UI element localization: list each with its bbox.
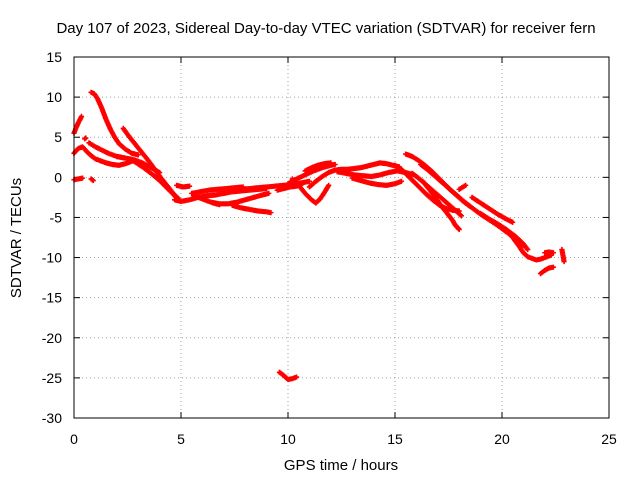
data-point: [328, 160, 334, 166]
series-arc-10: [171, 185, 270, 204]
series-arc-34: [542, 249, 556, 256]
x-tick-label: 20: [494, 431, 510, 447]
series-arc-20: [302, 160, 334, 174]
series-arc-5: [88, 89, 141, 158]
y-tick-label: -15: [42, 290, 62, 306]
grid-lines: [74, 57, 609, 418]
y-tick-label: -25: [42, 370, 62, 386]
series-arc-14: [229, 202, 274, 216]
series-arc-9: [174, 182, 193, 190]
plot-frame: [73, 56, 610, 419]
series-arc-2: [71, 144, 135, 168]
chart-title: Day 107 of 2023, Sidereal Day-to-day VTE…: [56, 20, 595, 37]
data-point: [525, 246, 531, 253]
data-point: [266, 190, 272, 196]
data-point: [326, 182, 332, 188]
data-point: [456, 226, 462, 233]
y-tick-label: 10: [46, 89, 62, 105]
data-points: [71, 89, 567, 383]
data-point: [458, 213, 464, 219]
series-arc-1: [71, 113, 85, 136]
series-arc-23: [349, 175, 405, 188]
x-tick-label: 15: [387, 431, 403, 447]
y-tick-label: 15: [46, 49, 62, 65]
y-tick-label: -10: [42, 250, 62, 266]
series-arc-19: [289, 176, 332, 206]
data-point: [293, 374, 300, 380]
y-tick-label: 0: [54, 169, 62, 185]
data-point: [561, 258, 567, 265]
x-tick-label: 0: [70, 431, 78, 447]
y-tick-label: -30: [42, 410, 62, 426]
series-arc-17: [276, 369, 300, 383]
series-arc-32: [503, 226, 554, 263]
data-point: [510, 219, 516, 225]
data-point: [135, 152, 141, 158]
series-arc-30: [469, 194, 516, 225]
data-point: [306, 178, 312, 184]
y-tick-label: -5: [50, 209, 63, 225]
series-arc-16: [274, 182, 304, 193]
axis-ticks: 0 5 10 15 20 25 15 10 5 0 -5 -10 -15 -20 -25 -30: [42, 49, 617, 447]
data-point: [79, 175, 86, 181]
series-arc-37: [82, 135, 89, 142]
data-point: [90, 177, 96, 184]
data-point: [186, 183, 193, 189]
data-point: [216, 202, 223, 208]
series-arc-13: [210, 200, 223, 208]
y-tick-label: -20: [42, 330, 62, 346]
series-arc-33: [537, 264, 556, 277]
data-point: [398, 178, 405, 184]
data-point: [83, 135, 89, 141]
x-tick-label: 10: [280, 431, 296, 447]
data-point: [268, 210, 274, 216]
series-arc-8: [114, 153, 180, 201]
series-arc-3: [71, 175, 86, 183]
series-arc-11: [189, 184, 246, 196]
series-arc-35: [559, 246, 567, 265]
x-tick-label: 25: [601, 431, 617, 447]
data-point: [78, 113, 85, 119]
x-axis-label: GPS time / hours: [284, 457, 398, 474]
series-arc-27: [420, 178, 462, 233]
series-arc-4: [88, 176, 96, 184]
data-point: [550, 250, 556, 256]
data-point: [550, 264, 556, 270]
x-tick-label: 5: [177, 431, 185, 447]
y-axis-label: SDTVAR / TECUs: [8, 178, 25, 298]
data-point: [463, 182, 469, 188]
series-arc-36: [456, 182, 469, 192]
data-point: [332, 161, 338, 168]
y-tick-label: 5: [54, 129, 62, 145]
